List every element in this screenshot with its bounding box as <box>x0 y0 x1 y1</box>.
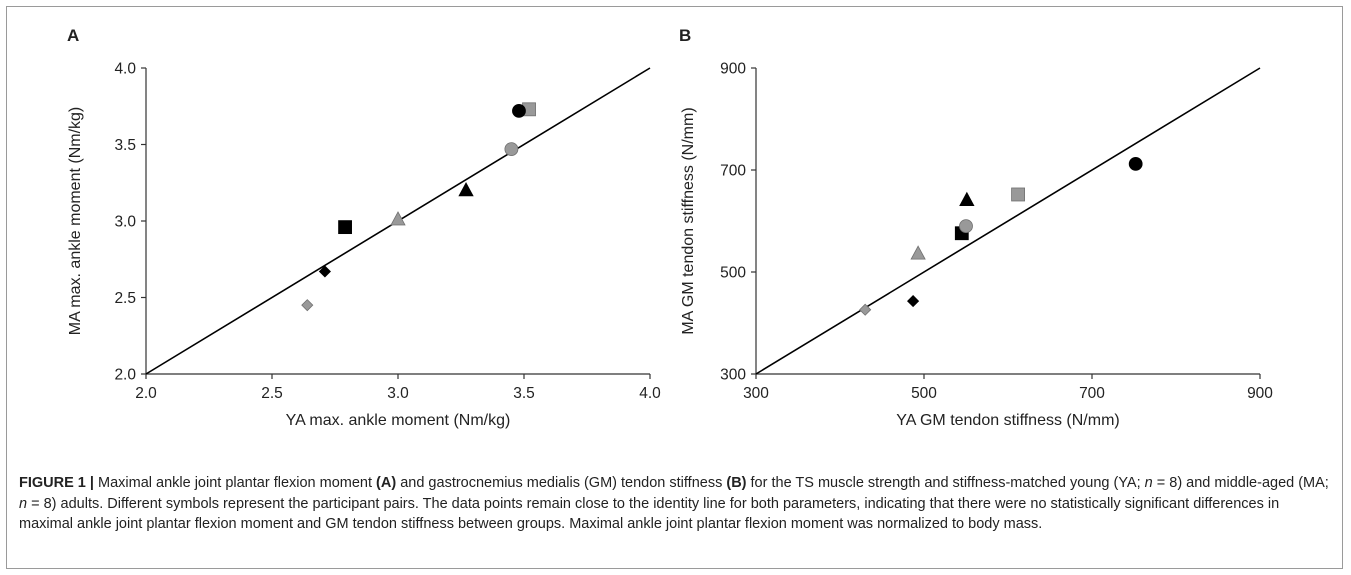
panel-a: A 2.0 2.5 3.0 3.5 4.0 2.0 2.5 3.0 3.5 4.0 YA max. a… <box>67 26 661 429</box>
x-tick-label: 700 <box>1079 385 1105 402</box>
caption-text-4: = 8) and middle-aged (MA; <box>1152 475 1329 491</box>
y-axis-title: MA GM tendon stiffness (N/mm) <box>680 107 697 334</box>
caption-text-2: and gastrocnemius medialis (GM) tendon s… <box>396 475 727 491</box>
caption-text-1: Maximal ankle joint plantar flexion mome… <box>93 475 377 491</box>
data-point-diamond <box>859 303 872 316</box>
y-tick-label: 500 <box>720 265 746 282</box>
panel-label: B <box>679 26 691 45</box>
caption-ref-b: (B) <box>726 475 747 491</box>
caption-text-5: = 8) adults. Different symbols represent… <box>19 495 1280 533</box>
data-point-circle <box>504 142 519 156</box>
y-tick-label: 900 <box>720 61 746 78</box>
x-tick-label: 2.5 <box>261 385 283 402</box>
y-tick-label: 4.0 <box>114 61 136 78</box>
x-tick-label: 900 <box>1247 385 1273 402</box>
panel-b: B 300 500 700 900 300 500 700 900 YA GM tendon st… <box>679 26 1273 429</box>
data-point-circle <box>512 103 526 118</box>
data-point-triangle <box>959 191 975 206</box>
x-tick-label: 4.0 <box>639 385 661 402</box>
caption-n-1: n <box>1144 475 1153 491</box>
data-point-square <box>1011 187 1025 202</box>
data-point-triangle <box>390 211 406 226</box>
x-tick-label: 3.5 <box>513 385 535 402</box>
figure-caption: FIGURE 1 | Maximal ankle joint plantar f… <box>19 473 1334 535</box>
figure-charts: A 2.0 2.5 3.0 3.5 4.0 2.0 2.5 3.0 3.5 4.0 YA max. a… <box>67 26 1273 429</box>
caption-text-3: for the TS muscle strength and stiffness… <box>746 475 1145 491</box>
y-tick-label: 3.5 <box>114 137 136 154</box>
data-point-square <box>338 220 352 235</box>
x-axis-title: YA GM tendon stiffness (N/mm) <box>896 412 1119 429</box>
data-point-circle <box>959 219 973 234</box>
data-point-diamond <box>907 295 920 308</box>
x-axis-title: YA max. ankle moment (Nm/kg) <box>286 412 511 429</box>
caption-label: FIGURE 1 | <box>19 475 94 491</box>
data-point-triangle <box>910 245 926 260</box>
y-tick-label: 2.5 <box>114 290 136 307</box>
panel-label: A <box>67 26 79 45</box>
x-tick-label: 300 <box>743 385 769 402</box>
x-tick-label: 2.0 <box>135 385 157 402</box>
caption-ref-a: (A) <box>376 475 397 491</box>
data-point-circle <box>1128 156 1143 171</box>
x-tick-label: 3.0 <box>387 385 409 402</box>
caption-n-2: n <box>19 495 28 512</box>
y-tick-label: 700 <box>720 163 746 180</box>
data-point-diamond <box>301 299 314 312</box>
data-point-triangle <box>458 182 474 197</box>
x-tick-label: 500 <box>911 385 937 402</box>
y-tick-label: 300 <box>720 367 746 384</box>
y-tick-label: 3.0 <box>114 214 136 231</box>
data-point-diamond <box>318 265 331 278</box>
figure: A 2.0 2.5 3.0 3.5 4.0 2.0 2.5 3.0 3.5 4.0 YA max. a… <box>6 6 1343 569</box>
y-tick-label: 2.0 <box>114 367 136 384</box>
identity-line <box>755 67 1261 375</box>
y-axis-title: MA max. ankle moment (Nm/kg) <box>67 107 84 336</box>
